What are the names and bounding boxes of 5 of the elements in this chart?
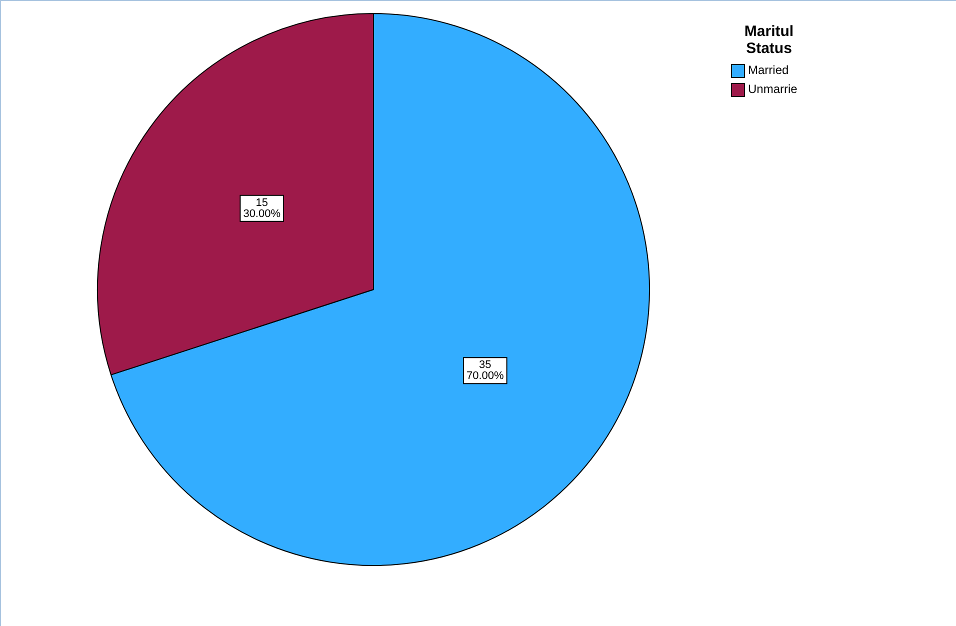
data-label: 15 30.00% bbox=[243, 196, 281, 220]
legend-title: Maritul Status bbox=[743, 23, 795, 57]
data-label: 35 70.00% bbox=[466, 359, 504, 382]
legend-label: Unmarrie bbox=[748, 81, 798, 98]
legend-label: Married bbox=[748, 62, 789, 79]
